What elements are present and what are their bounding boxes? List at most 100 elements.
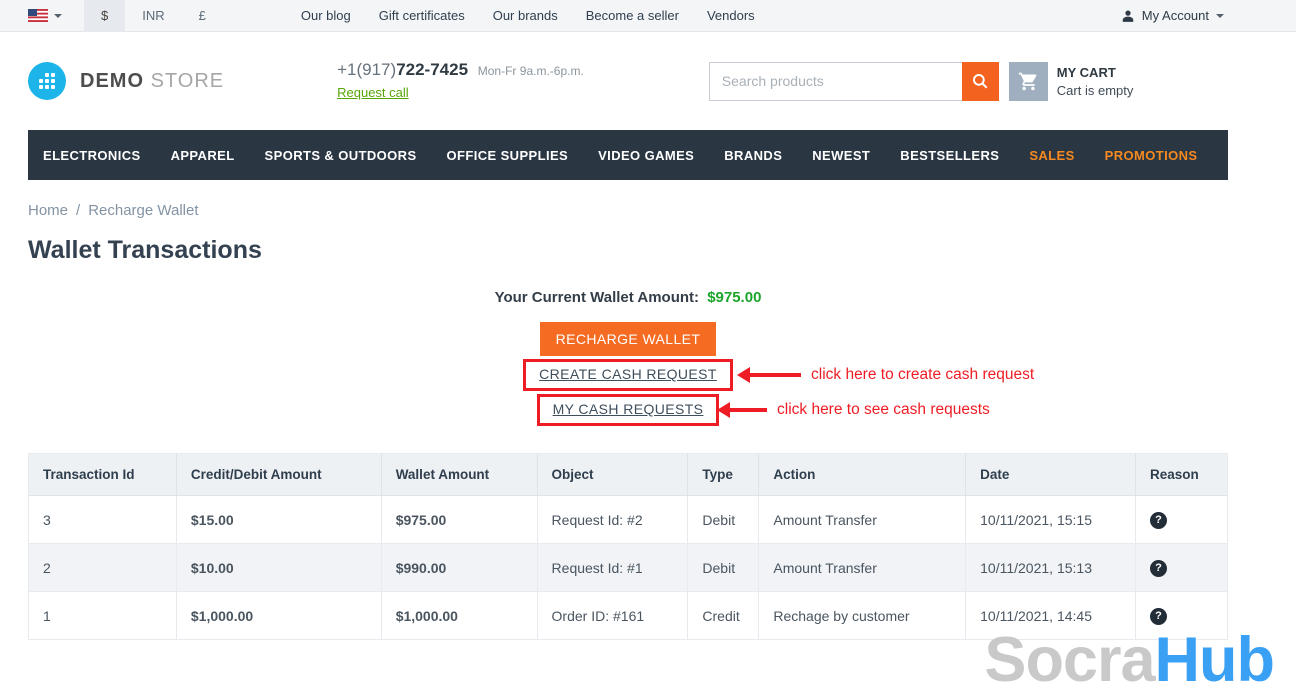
question-icon[interactable]: ? [1150, 559, 1167, 577]
us-flag-icon [28, 9, 48, 22]
working-hours: Mon-Fr 9a.m.-6p.m. [477, 64, 584, 78]
question-icon[interactable]: ? [1150, 511, 1167, 529]
annotation-create-text: click here to create cash request [811, 366, 1035, 383]
phone-prefix: +1(917) [337, 60, 397, 79]
cell-amount: $1,000.00 [176, 591, 382, 640]
top-bar: $ INR £ Our blog Gift certificates Our b… [0, 0, 1296, 32]
cell-wallet-amount: $975.00 [381, 495, 538, 544]
cell-wallet-amount: $1,000.00 [381, 591, 538, 640]
currency-inr[interactable]: INR [142, 8, 165, 23]
nav-office-supplies[interactable]: OFFICE SUPPLIES [446, 147, 569, 163]
link-our-brands[interactable]: Our brands [492, 8, 558, 23]
cell-action: Rechage by customer [758, 591, 967, 640]
cell-amount: $15.00 [176, 495, 382, 544]
nav-bestsellers[interactable]: BESTSELLERS [900, 147, 1000, 163]
my-cash-requests-row: MY CASH REQUESTS click here to see cash … [28, 394, 1228, 426]
cell-object: Request Id: #1 [537, 543, 689, 592]
cart-title: MY CART [1056, 64, 1116, 80]
my-account-menu[interactable]: My Account [1121, 8, 1228, 23]
search-bar [708, 61, 999, 101]
question-icon[interactable]: ? [1150, 607, 1167, 625]
col-date: Date [965, 453, 1136, 496]
link-become-a-seller[interactable]: Become a seller [585, 8, 679, 23]
breadcrumb-current: Recharge Wallet [88, 202, 199, 219]
left-arrow-icon [717, 402, 767, 418]
recharge-wallet-button[interactable]: RECHARGE WALLET [539, 322, 717, 356]
search-button[interactable] [961, 61, 999, 101]
cell-type: Debit [687, 495, 760, 544]
cell-transaction-id: 3 [28, 495, 177, 544]
phone-block: +1(917)722-7425 Mon-Fr 9a.m.-6p.m. Reque… [337, 60, 584, 102]
create-cash-highlight-box: CREATE CASH REQUEST [523, 359, 733, 391]
logo-icon [28, 62, 66, 100]
currency-usd[interactable]: $ [84, 0, 126, 32]
my-cash-annotation: click here to see cash requests [717, 401, 990, 419]
chevron-down-icon [1216, 13, 1224, 18]
currency-gbp[interactable]: £ [198, 8, 206, 23]
nav-sales[interactable]: SALES [1029, 147, 1075, 163]
store-name-bold: DEMO [80, 69, 144, 92]
table-header-row: Transaction Id Credit/Debit Amount Walle… [28, 453, 1228, 496]
cell-date: 10/11/2021, 15:13 [965, 543, 1136, 592]
wallet-amount-label: Your Current Wallet Amount: [494, 289, 700, 306]
my-account-label: My Account [1141, 8, 1209, 23]
chevron-down-icon [54, 13, 62, 18]
left-arrow-icon [737, 367, 801, 383]
nav-newest[interactable]: NEWEST [812, 147, 871, 163]
breadcrumb-separator: / [76, 202, 81, 219]
col-transaction-id: Transaction Id [28, 453, 177, 496]
breadcrumb-home[interactable]: Home [28, 202, 69, 219]
cell-date: 10/11/2021, 14:45 [965, 591, 1136, 640]
transactions-table: Transaction Id Credit/Debit Amount Walle… [28, 453, 1228, 640]
table-row: 2 $10.00 $990.00 Request Id: #1 Debit Am… [28, 543, 1228, 592]
recharge-row: RECHARGE WALLET [28, 322, 1228, 356]
nav-sports-outdoors[interactable]: SPORTS & OUTDOORS [264, 147, 417, 163]
breadcrumb: Home / Recharge Wallet [28, 202, 1228, 219]
table-row: 3 $15.00 $975.00 Request Id: #2 Debit Am… [28, 495, 1228, 544]
nav-video-games[interactable]: VIDEO GAMES [598, 147, 695, 163]
col-type: Type [687, 453, 760, 496]
request-call-link[interactable]: Request call [337, 85, 409, 100]
nav-apparel[interactable]: APPAREL [170, 147, 235, 163]
page-title: Wallet Transactions [28, 236, 262, 264]
link-vendors[interactable]: Vendors [706, 8, 755, 23]
my-cash-highlight-box: MY CASH REQUESTS [536, 394, 720, 426]
main-navigation: ELECTRONICS APPAREL SPORTS & OUTDOORS OF… [28, 130, 1228, 180]
my-cash-requests-link[interactable]: MY CASH REQUESTS [552, 401, 704, 417]
store-logo[interactable]: DEMO STORE [28, 62, 224, 100]
nav-promotions[interactable]: PROMOTIONS [1104, 147, 1198, 163]
wallet-amount-value: $975.00 [707, 289, 762, 306]
create-cash-request-row: CREATE CASH REQUEST click here to create… [28, 359, 1228, 391]
cell-wallet-amount: $990.00 [381, 543, 538, 592]
topbar-links: Our blog Gift certificates Our brands Be… [301, 8, 755, 23]
cell-date: 10/11/2021, 15:15 [965, 495, 1136, 544]
wallet-amount-line: Your Current Wallet Amount: $975.00 [28, 289, 1228, 306]
cell-type: Debit [687, 543, 760, 592]
language-selector[interactable] [28, 9, 62, 22]
cell-object: Request Id: #2 [537, 495, 689, 544]
currency-selector: $ INR £ [84, 0, 223, 32]
site-header: DEMO STORE +1(917)722-7425 Mon-Fr 9a.m.-… [0, 32, 1296, 130]
annotation-my-text: click here to see cash requests [777, 401, 990, 418]
store-name-light: STORE [150, 69, 225, 92]
nav-brands[interactable]: BRANDS [724, 147, 783, 163]
mini-cart[interactable]: MY CART Cart is empty [1008, 61, 1134, 101]
search-icon [973, 74, 988, 89]
search-input[interactable] [708, 61, 962, 101]
cell-action: Amount Transfer [758, 543, 967, 592]
cell-object: Order ID: #161 [537, 591, 689, 640]
cell-amount: $10.00 [176, 543, 382, 592]
link-gift-certificates[interactable]: Gift certificates [378, 8, 465, 23]
cell-type: Credit [687, 591, 760, 640]
cart-box [1008, 61, 1048, 101]
cart-status: Cart is empty [1056, 82, 1134, 98]
col-action: Action [758, 453, 967, 496]
cart-icon [1018, 72, 1037, 90]
cell-transaction-id: 2 [28, 543, 177, 592]
create-cash-annotation: click here to create cash request [737, 366, 1034, 384]
create-cash-request-link[interactable]: CREATE CASH REQUEST [539, 366, 717, 382]
col-wallet-amount: Wallet Amount [381, 453, 538, 496]
nav-electronics[interactable]: ELECTRONICS [43, 147, 141, 163]
link-our-blog[interactable]: Our blog [300, 8, 351, 23]
cell-action: Amount Transfer [758, 495, 967, 544]
